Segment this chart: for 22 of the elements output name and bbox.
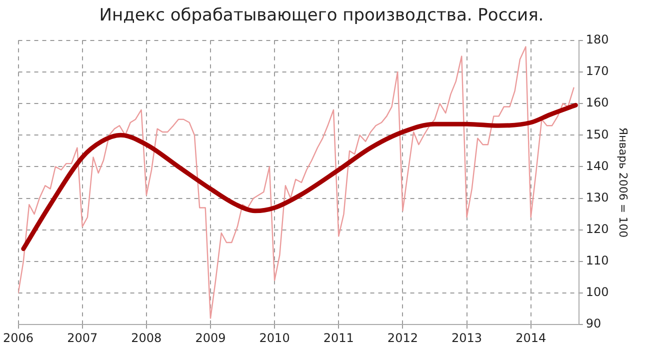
y-tick-label: 150 bbox=[586, 127, 609, 142]
y-tick-label: 100 bbox=[586, 285, 609, 300]
y-tick-label: 140 bbox=[586, 158, 609, 173]
line-series bbox=[21, 102, 578, 252]
x-tick-label: 2014 bbox=[516, 330, 546, 345]
y-tick-label: 110 bbox=[586, 254, 609, 268]
y-tick-label: 90 bbox=[586, 316, 602, 331]
x-tick-label: 2007 bbox=[67, 330, 98, 345]
y-axis-title: Январь 2006 = 100 bbox=[616, 127, 630, 238]
x-tick-label: 2006 bbox=[2, 330, 34, 345]
x-tick-label: 2009 bbox=[195, 330, 226, 345]
x-tick-label: 2013 bbox=[451, 330, 482, 345]
x-tick-label: 2011 bbox=[323, 330, 354, 345]
y-tick-label: 160 bbox=[586, 96, 609, 110]
x-tick-label: 2008 bbox=[131, 330, 162, 345]
chart-title: Индекс обрабатывающего производства. Россия. bbox=[99, 6, 544, 26]
y-tick-label: 180 bbox=[586, 32, 609, 47]
x-tick-label: 2010 bbox=[259, 330, 290, 345]
y-tick-label: 120 bbox=[586, 222, 609, 236]
y-tick-label: 130 bbox=[586, 190, 609, 204]
y-tick-label: 170 bbox=[586, 64, 609, 78]
x-tick-label: 2012 bbox=[387, 330, 418, 345]
